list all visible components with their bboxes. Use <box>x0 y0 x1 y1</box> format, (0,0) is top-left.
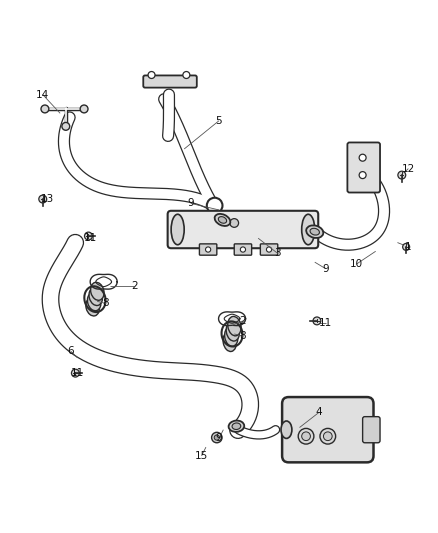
Circle shape <box>39 195 47 203</box>
Ellipse shape <box>223 332 237 351</box>
FancyBboxPatch shape <box>168 211 318 248</box>
Text: 13: 13 <box>40 194 54 204</box>
Circle shape <box>212 432 222 443</box>
Circle shape <box>148 71 155 78</box>
Circle shape <box>230 219 239 228</box>
Circle shape <box>323 432 332 441</box>
Text: 4: 4 <box>316 407 322 417</box>
Circle shape <box>359 154 366 161</box>
Circle shape <box>398 171 406 179</box>
Ellipse shape <box>281 421 292 439</box>
Ellipse shape <box>310 228 319 235</box>
Circle shape <box>71 369 79 377</box>
Circle shape <box>266 247 272 252</box>
Circle shape <box>205 247 211 252</box>
Ellipse shape <box>86 298 99 316</box>
Circle shape <box>85 232 92 240</box>
Text: 11: 11 <box>319 318 332 328</box>
Circle shape <box>240 247 246 252</box>
Ellipse shape <box>229 421 244 432</box>
Ellipse shape <box>232 423 241 430</box>
Text: 8: 8 <box>240 331 246 341</box>
Ellipse shape <box>215 214 230 226</box>
Text: 9: 9 <box>322 264 329 273</box>
Circle shape <box>214 435 219 440</box>
Ellipse shape <box>228 317 241 336</box>
FancyBboxPatch shape <box>363 417 380 443</box>
FancyBboxPatch shape <box>282 397 374 462</box>
Ellipse shape <box>88 293 101 311</box>
Circle shape <box>298 429 314 444</box>
Circle shape <box>207 198 223 213</box>
FancyBboxPatch shape <box>234 244 252 255</box>
Text: 8: 8 <box>102 298 109 309</box>
Text: 2: 2 <box>240 316 246 326</box>
Circle shape <box>41 105 49 113</box>
Circle shape <box>359 172 366 179</box>
Text: 9: 9 <box>215 433 223 443</box>
Ellipse shape <box>225 327 238 346</box>
Circle shape <box>302 432 311 441</box>
FancyBboxPatch shape <box>199 244 217 255</box>
Text: 6: 6 <box>68 346 74 357</box>
Text: 2: 2 <box>131 281 138 291</box>
Ellipse shape <box>91 282 104 300</box>
Text: 14: 14 <box>36 90 49 100</box>
Ellipse shape <box>302 214 315 245</box>
Circle shape <box>183 71 190 78</box>
Text: 12: 12 <box>402 164 415 174</box>
FancyBboxPatch shape <box>347 142 380 192</box>
Text: 9: 9 <box>187 198 194 208</box>
Ellipse shape <box>226 321 240 341</box>
Circle shape <box>62 123 70 130</box>
Circle shape <box>313 317 321 325</box>
Circle shape <box>80 105 88 113</box>
Text: 11: 11 <box>71 368 84 378</box>
Text: 3: 3 <box>275 248 281 259</box>
Text: 11: 11 <box>84 233 97 243</box>
Circle shape <box>320 429 336 444</box>
Circle shape <box>403 244 410 251</box>
Text: 5: 5 <box>215 116 223 126</box>
FancyBboxPatch shape <box>260 244 278 255</box>
Text: 10: 10 <box>350 260 363 269</box>
FancyBboxPatch shape <box>143 76 197 87</box>
Ellipse shape <box>218 216 226 223</box>
Text: 15: 15 <box>195 451 208 461</box>
Text: 1: 1 <box>405 242 412 252</box>
Ellipse shape <box>89 287 102 305</box>
Ellipse shape <box>171 214 184 245</box>
Ellipse shape <box>306 225 323 238</box>
